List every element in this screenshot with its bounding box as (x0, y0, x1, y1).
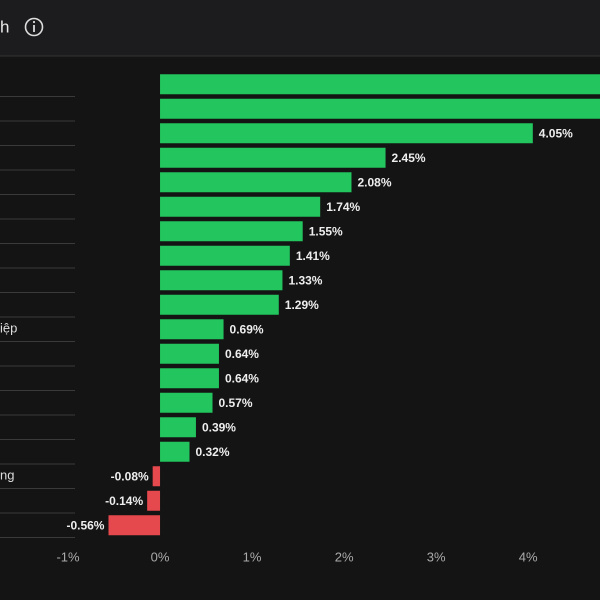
x-tick-label: -1% (56, 549, 80, 564)
value-label: 1.74% (326, 200, 360, 214)
value-label: 1.29% (285, 298, 319, 312)
value-label: 0.64% (225, 347, 259, 361)
bar (147, 490, 161, 511)
bar (108, 515, 161, 536)
bar (160, 147, 386, 168)
bar (160, 368, 219, 389)
info-dot (32, 20, 36, 24)
value-label: 0.64% (225, 371, 259, 385)
value-label: -0.14% (105, 494, 143, 508)
value-label: 4.05% (539, 126, 573, 140)
value-label: 1.33% (288, 273, 322, 287)
value-label: -0.56% (66, 518, 104, 532)
bar (160, 245, 290, 266)
bar (160, 294, 279, 315)
value-label: 1.55% (309, 224, 343, 238)
value-label: 0.39% (202, 420, 236, 434)
bar (160, 392, 213, 413)
bar (160, 270, 283, 291)
x-tick-label: 0% (151, 549, 170, 564)
bar (160, 74, 600, 95)
value-label: 2.08% (357, 175, 391, 189)
value-label: 2.45% (392, 151, 426, 165)
value-label: 0.32% (195, 445, 229, 459)
x-tick-label: 3% (427, 549, 446, 564)
bar (160, 123, 533, 144)
value-label: 0.57% (219, 396, 253, 410)
bar (160, 221, 303, 242)
header (0, 0, 600, 56)
bar (160, 196, 321, 217)
bar (160, 417, 196, 438)
x-tick-label: 1% (243, 549, 262, 564)
bar (160, 172, 352, 193)
title: h (0, 17, 9, 36)
value-label: 0.69% (230, 322, 264, 336)
value-label: -0.08% (111, 469, 149, 483)
bar (152, 466, 161, 487)
bar (160, 319, 224, 340)
x-tick-label: 2% (335, 549, 354, 564)
info-icon[interactable] (24, 17, 44, 37)
bar (160, 343, 219, 364)
info-circle (24, 17, 44, 37)
category-label: iệp (0, 321, 17, 336)
bar (160, 98, 600, 119)
bar (160, 441, 190, 462)
x-tick-label: 4% (519, 549, 538, 564)
category-label: ng (0, 468, 14, 483)
value-label: 1.41% (296, 249, 330, 263)
